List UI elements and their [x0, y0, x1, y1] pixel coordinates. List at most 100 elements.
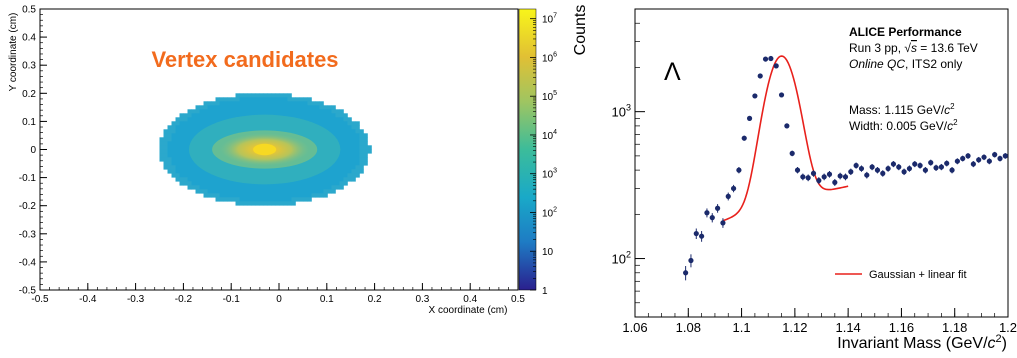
- heatmap-cell: [251, 193, 256, 198]
- heatmap-cell: [179, 165, 184, 170]
- heatmap-cell: [355, 137, 360, 142]
- heatmap-cell: [287, 197, 292, 202]
- heatmap-cell: [223, 197, 228, 202]
- heatmap-cell: [275, 93, 280, 98]
- heatmap-cell: [263, 189, 268, 194]
- heatmap-cell: [347, 157, 352, 162]
- heatmap-cell: [311, 189, 316, 194]
- heatmap-x-tick-label: 0.1: [320, 294, 334, 305]
- heatmap-cell: [359, 133, 364, 138]
- heatmap-cell: [291, 201, 296, 206]
- heatmap-cell: [303, 101, 308, 106]
- xlabel-unit: c: [988, 335, 996, 352]
- heatmap-cell: [183, 153, 188, 158]
- data-point: [794, 167, 801, 173]
- heatmap-cell: [355, 145, 360, 150]
- heatmap-cell: [331, 129, 336, 134]
- heatmap-cell: [303, 105, 308, 110]
- heatmap-cell: [195, 165, 200, 170]
- heatmap-cell: [191, 169, 196, 174]
- data-point: [1002, 153, 1008, 159]
- heatmap-cell: [239, 181, 244, 186]
- heatmap-cell: [251, 105, 256, 110]
- heatmap-y-tick-label: 0: [30, 145, 36, 156]
- mass-plot-y-axis-label: Counts: [572, 5, 589, 56]
- heatmap-cell: [171, 133, 176, 138]
- mass-x-tick-label: 1.14: [835, 320, 860, 335]
- heatmap-cell: [243, 193, 248, 198]
- heatmap-cell: [299, 189, 304, 194]
- particle-label: Λ: [664, 58, 681, 86]
- heatmap-cell: [199, 105, 204, 110]
- heatmap-cell: [219, 197, 224, 202]
- heatmap-cell: [239, 93, 244, 98]
- heatmap-cell: [335, 137, 340, 142]
- heatmap-cell: [163, 133, 168, 138]
- heatmap-cell: [355, 161, 360, 166]
- heatmap-cell: [299, 113, 304, 118]
- heatmap-cell: [363, 145, 368, 150]
- heatmap-cell: [223, 189, 228, 194]
- heatmap-cell: [271, 93, 276, 98]
- heatmap-y-axis-label: Y coordinate (cm): [8, 13, 19, 92]
- heatmap-cell: [311, 181, 316, 186]
- heatmap-y-tick-label: 0.4: [22, 33, 36, 44]
- heatmap-cell: [259, 101, 264, 106]
- heatmap-cell: [203, 193, 208, 198]
- heatmap-cell: [243, 185, 248, 190]
- heatmap-cell: [227, 185, 232, 190]
- mass-x-tick-label: 1.06: [622, 320, 647, 335]
- heatmap-cell: [215, 193, 220, 198]
- heatmap-cell: [315, 193, 320, 198]
- heatmap-cell: [291, 113, 296, 118]
- heatmap-cell: [307, 193, 312, 198]
- heatmap-cell: [191, 161, 196, 166]
- heatmap-cell: [259, 189, 264, 194]
- heatmap-cell: [195, 185, 200, 190]
- heatmap-cell: [351, 145, 356, 150]
- heatmap-cell: [223, 97, 228, 102]
- mass-x-tick-label: 1.08: [676, 320, 701, 335]
- heatmap-cell: [167, 137, 172, 142]
- heatmap-cell: [355, 173, 360, 178]
- heatmap-cell: [355, 157, 360, 162]
- heatmap-cell: [335, 181, 340, 186]
- heatmap-cell: [331, 105, 336, 110]
- heatmap-cell: [199, 117, 204, 122]
- heatmap-cell: [195, 113, 200, 118]
- heatmap-cell: [283, 185, 288, 190]
- heatmap-cell: [167, 169, 172, 174]
- heatmap-cell: [239, 113, 244, 118]
- heatmap-cell: [171, 169, 176, 174]
- heatmap-cell: [251, 197, 256, 202]
- heatmap-cell: [319, 185, 324, 190]
- heatmap-cell: [219, 113, 224, 118]
- heatmap-cell: [219, 193, 224, 198]
- data-point: [848, 169, 854, 175]
- heatmap-cell: [247, 193, 252, 198]
- heatmap-cell: [343, 149, 348, 154]
- heatmap-cell: [331, 113, 336, 118]
- heatmap-cell: [255, 201, 260, 206]
- heatmap-cell: [311, 193, 316, 198]
- heatmap-cell: [195, 117, 200, 122]
- heatmap-cell: [183, 169, 188, 174]
- heatmap-cell: [235, 201, 240, 206]
- heatmap-cell: [347, 121, 352, 126]
- data-point: [725, 193, 731, 199]
- heatmap-cell: [195, 169, 200, 174]
- heatmap-cell: [347, 177, 352, 182]
- heatmap-cell: [255, 105, 260, 110]
- data-point: [720, 220, 726, 226]
- heatmap-cell: [255, 185, 260, 190]
- heatmap-cell: [255, 193, 260, 198]
- heatmap-cell: [187, 157, 192, 162]
- xlabel-close: ): [1002, 335, 1007, 352]
- heatmap-cell: [175, 133, 180, 138]
- heatmap-cell: [175, 141, 180, 146]
- heatmap-cell: [355, 129, 360, 134]
- heatmap-cell: [159, 153, 164, 158]
- heatmap-cell: [331, 165, 336, 170]
- heatmap-cell: [351, 121, 356, 126]
- heatmap-cell: [179, 137, 184, 142]
